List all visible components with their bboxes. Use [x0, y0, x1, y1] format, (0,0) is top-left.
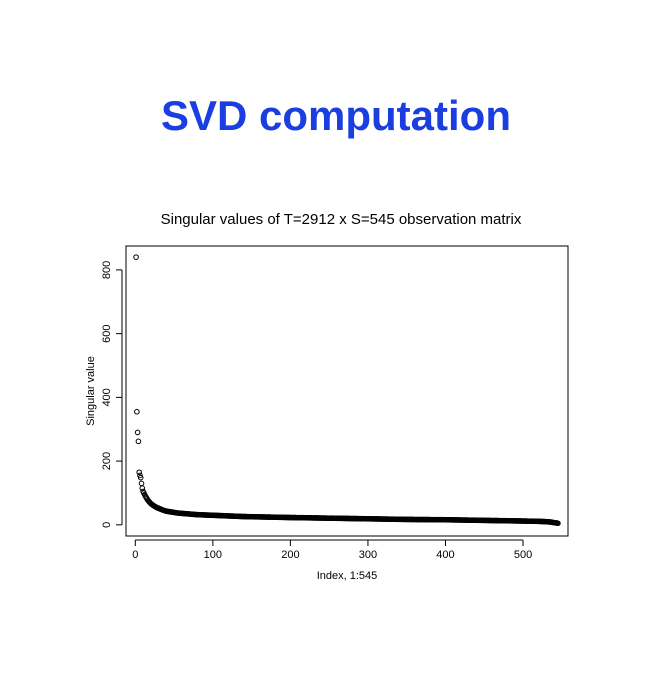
y-axis-label: Singular value [85, 356, 97, 426]
data-point [138, 480, 145, 487]
data-point [133, 254, 139, 260]
x-tick-label: 300 [359, 549, 377, 561]
y-tick-label: 600 [101, 324, 113, 342]
data-points [133, 254, 561, 527]
data-point [554, 520, 560, 526]
data-point [135, 438, 142, 445]
x-axis-label: Index, 1:545 [317, 570, 378, 582]
x-tick-label: 200 [281, 549, 299, 561]
data-point [134, 429, 141, 436]
y-tick-label: 0 [101, 522, 113, 528]
plot-frame [125, 245, 569, 537]
data-point [134, 408, 140, 415]
x-tick-label: 0 [132, 549, 138, 561]
data-point [136, 469, 142, 476]
slide-title: SVD computation [160, 92, 511, 139]
x-tick-label: 500 [514, 549, 532, 561]
x-tick-label: 100 [204, 549, 222, 561]
x-axis: 0 100 200 300 400 500 [132, 539, 532, 561]
y-tick-label: 200 [101, 452, 113, 470]
y-axis: 0 200 400 600 800 [101, 261, 123, 528]
y-tick-label: 400 [101, 388, 113, 406]
y-tick-label: 800 [101, 261, 113, 279]
data-point [137, 474, 144, 481]
x-tick-label: 400 [436, 549, 454, 561]
data-point [139, 485, 146, 492]
chart-title: Singular values of T=2912 x S=545 observ… [161, 211, 522, 228]
